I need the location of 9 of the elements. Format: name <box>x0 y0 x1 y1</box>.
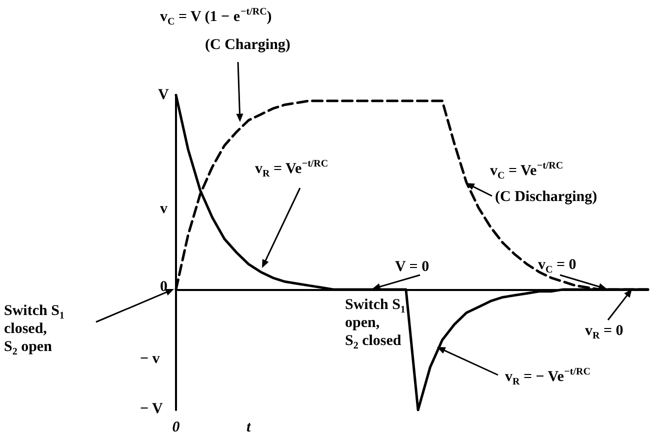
annotation: (C Discharging) <box>495 189 598 205</box>
text: − v <box>140 351 160 367</box>
annotation: V = 0 <box>395 259 430 275</box>
x-tick-label: t <box>246 420 252 435</box>
text: V <box>158 87 169 103</box>
text: − V <box>140 401 164 417</box>
text: (C Charging) <box>205 37 290 53</box>
text: v <box>160 201 168 217</box>
text: 0 <box>160 279 168 295</box>
